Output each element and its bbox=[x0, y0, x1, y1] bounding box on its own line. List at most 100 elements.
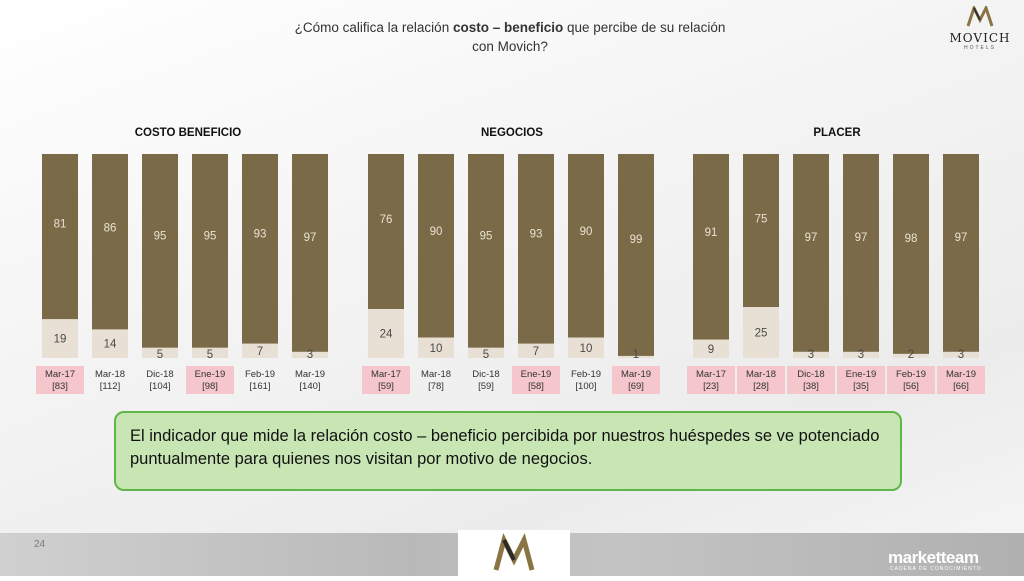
category-highlight bbox=[612, 366, 660, 394]
bar-top-label: 91 bbox=[705, 227, 718, 239]
movich-logo: MOVICH HOTELS bbox=[940, 4, 1020, 51]
bar-bottom-label: 5 bbox=[483, 349, 489, 361]
bar-bottom-label: 9 bbox=[708, 344, 714, 356]
category-highlight bbox=[687, 366, 735, 394]
footer-logo-area bbox=[458, 530, 570, 576]
bar-bottom-segment bbox=[843, 351, 879, 358]
bar-top-label: 97 bbox=[304, 232, 317, 244]
bar-bottom-label: 24 bbox=[380, 329, 393, 341]
category-highlight bbox=[362, 366, 410, 394]
category-label: Ene-19 bbox=[195, 369, 226, 380]
bar-bottom-segment bbox=[793, 351, 829, 358]
bar-top-segment bbox=[618, 154, 654, 356]
category-label: Dic-18 bbox=[797, 369, 824, 380]
category-label: Mar-19 bbox=[621, 369, 651, 380]
title-line2: con Movich? bbox=[472, 39, 548, 54]
sample-size-label: [78] bbox=[428, 381, 444, 392]
bar-top-label: 93 bbox=[254, 229, 267, 241]
bar-top-segment bbox=[192, 154, 228, 348]
category-label: Mar-18 bbox=[421, 369, 451, 380]
category-label: Feb-19 bbox=[896, 369, 926, 380]
sample-size-label: [59] bbox=[378, 381, 394, 392]
bar-bottom-label: 3 bbox=[858, 349, 864, 361]
category-label: Ene-19 bbox=[846, 369, 877, 380]
bar-top-segment bbox=[92, 154, 128, 330]
sample-size-label: [69] bbox=[628, 381, 644, 392]
bar-top-segment bbox=[418, 154, 454, 338]
sample-size-label: [56] bbox=[903, 381, 919, 392]
bar-bottom-label: 5 bbox=[157, 349, 163, 361]
bar-top-label: 81 bbox=[54, 218, 67, 230]
title-bold: costo – beneficio bbox=[452, 20, 564, 35]
category-label: Mar-18 bbox=[95, 369, 125, 380]
panel-title-placer: PLACER bbox=[813, 127, 861, 139]
sample-size-label: [28] bbox=[753, 381, 769, 392]
bar-bottom-segment bbox=[743, 307, 779, 358]
bar-bottom-label: 3 bbox=[307, 349, 313, 361]
bar-bottom-segment bbox=[242, 343, 278, 358]
bar-top-label: 93 bbox=[530, 229, 543, 241]
bar-bottom-segment bbox=[368, 309, 404, 358]
sample-size-label: [66] bbox=[953, 381, 969, 392]
bar-bottom-segment bbox=[568, 337, 604, 358]
bar-top-label: 95 bbox=[154, 230, 167, 242]
category-highlight bbox=[787, 366, 835, 394]
sample-size-label: [161] bbox=[249, 381, 270, 392]
bar-top-segment bbox=[242, 154, 278, 344]
logo-name: MOVICH bbox=[949, 31, 1011, 45]
bar-bottom-label: 7 bbox=[533, 346, 539, 358]
bar-bottom-segment bbox=[292, 351, 328, 358]
sample-size-label: [140] bbox=[299, 381, 320, 392]
category-highlight bbox=[36, 366, 84, 394]
category-label: Mar-19 bbox=[295, 369, 325, 380]
bar-bottom-label: 2 bbox=[908, 349, 914, 361]
category-label: Feb-19 bbox=[571, 369, 601, 380]
bar-top-segment bbox=[743, 154, 779, 307]
bar-top-label: 86 bbox=[104, 223, 117, 235]
panel-title-costo-beneficio: COSTO BENEFICIO bbox=[134, 127, 242, 139]
bar-top-label: 90 bbox=[430, 226, 443, 238]
bar-top-label: 98 bbox=[905, 233, 918, 245]
bar-top-segment bbox=[42, 154, 78, 320]
sample-size-label: [38] bbox=[803, 381, 819, 392]
category-highlight bbox=[887, 366, 935, 394]
bar-bottom-segment bbox=[518, 343, 554, 358]
bar-bottom-segment bbox=[42, 319, 78, 358]
bar-bottom-label: 3 bbox=[958, 349, 964, 361]
bar-bottom-label: 3 bbox=[808, 349, 814, 361]
title-part: que percibe de su relación bbox=[563, 20, 726, 35]
bar-bottom-segment bbox=[192, 347, 228, 358]
marketteam-logo: marketteam bbox=[888, 548, 979, 567]
bar-bottom-segment bbox=[142, 347, 178, 358]
category-label: Feb-19 bbox=[245, 369, 275, 380]
category-highlight bbox=[937, 366, 985, 394]
bar-top-segment bbox=[292, 154, 328, 352]
marketteam-sub: CADENA DE CONOCIMIENTO bbox=[890, 566, 982, 572]
category-label: Mar-17 bbox=[45, 369, 75, 380]
category-label: Mar-17 bbox=[371, 369, 401, 380]
bar-bottom-label: 14 bbox=[104, 339, 117, 351]
bar-bottom-label: 10 bbox=[580, 343, 593, 355]
bar-bottom-segment bbox=[693, 339, 729, 358]
bar-top-segment bbox=[468, 154, 504, 348]
sample-size-label: [58] bbox=[528, 381, 544, 392]
sample-size-label: [23] bbox=[703, 381, 719, 392]
bar-bottom-label: 5 bbox=[207, 349, 213, 361]
sample-size-label: [112] bbox=[100, 381, 120, 392]
bar-bottom-segment bbox=[418, 337, 454, 358]
category-label: Mar-19 bbox=[946, 369, 976, 380]
bar-top-segment bbox=[368, 154, 404, 310]
bar-top-segment bbox=[893, 154, 929, 354]
category-label: Ene-19 bbox=[521, 369, 552, 380]
logo-sub: HOTELS bbox=[963, 45, 996, 51]
bar-bottom-label: 25 bbox=[755, 328, 768, 340]
panel-title-negocios: NEGOCIOS bbox=[481, 127, 543, 139]
bar-top-label: 95 bbox=[204, 230, 217, 242]
page-number: 24 bbox=[34, 539, 46, 550]
category-highlight bbox=[737, 366, 785, 394]
bar-bottom-label: 19 bbox=[54, 334, 67, 346]
bar-top-label: 97 bbox=[955, 232, 968, 244]
category-highlight bbox=[186, 366, 234, 394]
sample-size-label: [100] bbox=[575, 381, 596, 392]
